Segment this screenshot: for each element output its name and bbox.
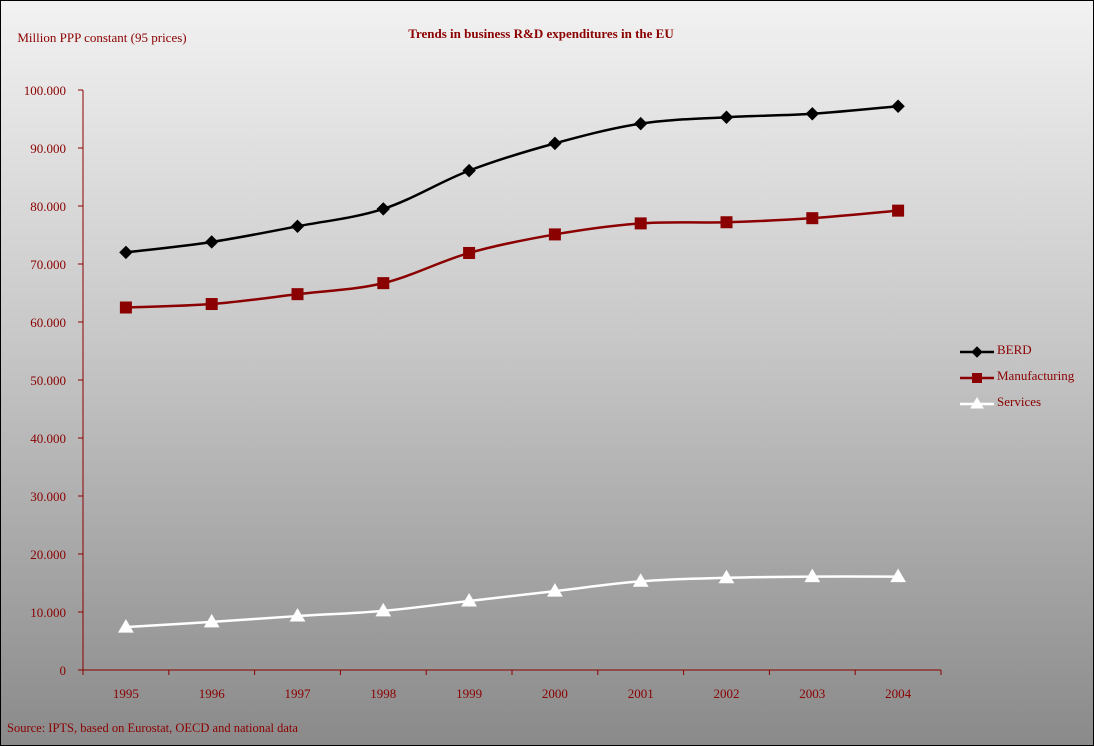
legend-symbol bbox=[970, 397, 984, 409]
data-point-manufacturing bbox=[463, 246, 476, 259]
data-point-services bbox=[375, 602, 392, 617]
y-tick-label: 20.000 bbox=[30, 547, 66, 562]
y-tick-label: 30.000 bbox=[30, 489, 66, 504]
x-tick-label: 2003 bbox=[799, 686, 825, 701]
x-tick-label: 1999 bbox=[456, 686, 482, 701]
y-tick-label: 90.000 bbox=[30, 141, 66, 156]
data-point-services bbox=[289, 608, 306, 622]
data-point-services bbox=[118, 619, 134, 633]
data-point-services bbox=[718, 569, 735, 584]
data-point-services bbox=[461, 592, 477, 607]
data-point-manufacturing bbox=[291, 288, 304, 301]
data-point-berd bbox=[719, 110, 734, 124]
data-point-berd bbox=[119, 245, 133, 260]
legend-label-berd: BERD bbox=[997, 342, 1032, 357]
data-point-manufacturing bbox=[634, 217, 647, 230]
data-point-manufacturing bbox=[892, 204, 905, 217]
series-line-services bbox=[125, 575, 899, 629]
data-point-manufacturing bbox=[806, 212, 819, 225]
x-tick-label: 2000 bbox=[542, 686, 568, 701]
data-point-berd bbox=[204, 235, 219, 249]
series-line-berd bbox=[125, 104, 899, 254]
legend-marker-manufacturing bbox=[960, 373, 994, 383]
data-point-services bbox=[890, 568, 906, 583]
data-point-manufacturing bbox=[377, 277, 390, 290]
y-tick-label: 60.000 bbox=[30, 315, 66, 330]
x-tick-label: 1997 bbox=[285, 686, 312, 701]
data-point-manufacturing bbox=[205, 298, 218, 311]
data-point-services bbox=[203, 613, 220, 628]
y-tick-label: 0 bbox=[60, 663, 67, 678]
data-point-berd bbox=[548, 136, 562, 151]
legend-label-manufacturing: Manufacturing bbox=[997, 368, 1075, 383]
data-point-berd bbox=[891, 99, 905, 113]
legend-symbol bbox=[971, 346, 983, 358]
legend-symbol bbox=[972, 373, 982, 383]
data-point-berd bbox=[633, 116, 648, 131]
legend-label-services: Services bbox=[997, 394, 1042, 409]
data-point-berd bbox=[462, 163, 476, 178]
x-tick-label: 1998 bbox=[370, 686, 396, 701]
data-point-berd bbox=[805, 107, 820, 121]
source-note: Source: IPTS, based on Eurostat, OECD an… bbox=[7, 721, 298, 735]
x-tick-label: 1996 bbox=[199, 686, 226, 701]
data-point-berd bbox=[290, 219, 305, 234]
y-tick-label: 100.000 bbox=[24, 83, 66, 98]
y-tick-label: 80.000 bbox=[30, 199, 66, 214]
data-point-services bbox=[547, 583, 563, 597]
y-tick-label: 10.000 bbox=[30, 605, 66, 620]
data-point-manufacturing bbox=[548, 228, 561, 241]
x-tick-label: 2002 bbox=[714, 686, 740, 701]
data-point-manufacturing bbox=[720, 216, 733, 229]
data-point-manufacturing bbox=[119, 301, 132, 314]
series-line-manufacturing bbox=[125, 209, 899, 309]
data-point-berd bbox=[376, 202, 391, 216]
y-tick-label: 70.000 bbox=[30, 257, 66, 272]
data-point-services bbox=[804, 568, 821, 583]
chart-title: Trends in business R&D expenditures in t… bbox=[408, 26, 674, 41]
x-tick-label: 2004 bbox=[885, 686, 912, 701]
legend-marker-berd bbox=[960, 346, 994, 358]
x-tick-label: 2001 bbox=[628, 686, 654, 701]
data-point-services bbox=[632, 573, 649, 587]
y-tick-label: 40.000 bbox=[30, 431, 66, 446]
y-tick-label: 50.000 bbox=[30, 373, 66, 388]
x-tick-label: 1995 bbox=[113, 686, 139, 701]
y-axis-label: Million PPP constant (95 prices) bbox=[17, 30, 187, 45]
legend-marker-services bbox=[960, 397, 994, 409]
